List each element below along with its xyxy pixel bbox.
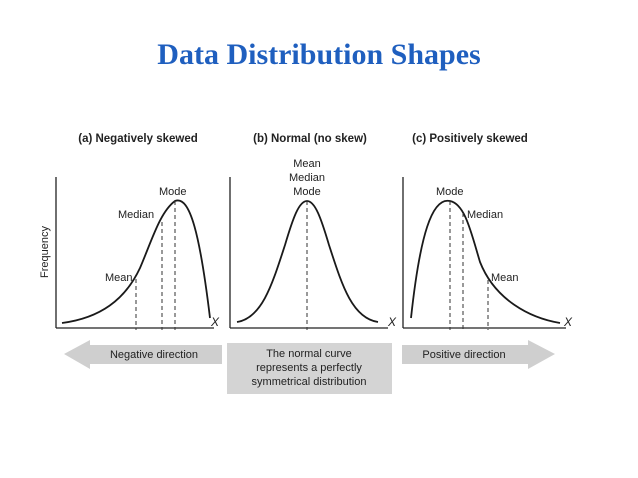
normal-curve-note-box [227, 343, 392, 394]
panel-normal-mean-label: Mean [293, 158, 321, 170]
panel-positive-mean-label: Mean [491, 272, 519, 284]
panel-negative-median-label: Median [118, 209, 154, 221]
panel-negative-x-label: X [210, 315, 220, 329]
slide-title: Data Distribution Shapes [157, 38, 481, 71]
positive-direction-arrow [402, 340, 555, 369]
panel-normal-curve [236, 200, 379, 323]
y-axis-label: Frequency [39, 226, 51, 278]
positive-direction-label: Positive direction [422, 349, 505, 361]
panel-normal-mode-label: Mode [293, 186, 321, 198]
panel-positive: (c) Positively skewed X Mode Median Mean [402, 133, 573, 330]
panel-normal-title: (b) Normal (no skew) [253, 133, 367, 145]
negative-direction-arrow [64, 340, 222, 369]
panel-negative-mode-label: Mode [159, 186, 187, 198]
panel-positive-mode-label: Mode [436, 186, 464, 198]
panel-normal-x-label: X [387, 315, 397, 329]
panel-positive-curve [410, 199, 561, 324]
panel-negative-mean-label: Mean [105, 272, 133, 284]
panel-normal: (b) Normal (no skew) X Mean Median Mode [229, 133, 397, 330]
negative-direction-label: Negative direction [110, 349, 198, 361]
panel-negative: (a) Negatively skewed X Mode Median Mean [55, 133, 220, 330]
panel-positive-median-label: Median [467, 209, 503, 221]
panel-normal-median-label: Median [289, 172, 325, 184]
panel-negative-title: (a) Negatively skewed [78, 133, 198, 145]
panel-positive-x-label: X [563, 315, 573, 329]
panel-positive-title: (c) Positively skewed [412, 133, 528, 145]
normal-curve-note-line3: symmetrical distribution [252, 376, 367, 388]
normal-curve-note-line1: The normal curve [266, 348, 352, 360]
normal-curve-note-line2: represents a perfectly [256, 362, 362, 374]
panel-negative-curve [61, 199, 211, 324]
